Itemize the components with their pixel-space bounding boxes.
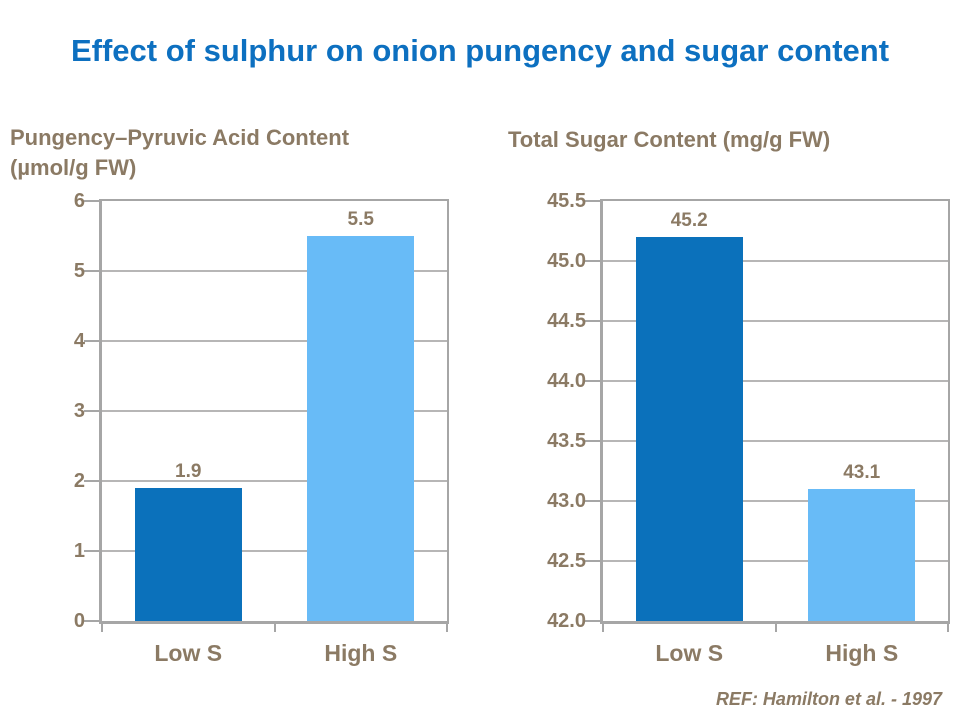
y-axis-tick [84,410,102,412]
x-axis-tick [101,624,103,632]
y-axis-tick [585,320,603,322]
y-axis-tick-label: 45.5 [547,190,586,212]
pungency-chart-title-line2: (µmol/g FW) [10,155,137,180]
slide-title: Effect of sulphur on onion pungency and … [70,33,890,68]
y-axis-tick-label: 45.0 [547,250,586,272]
y-axis-tick [84,270,102,272]
y-axis-tick [585,560,603,562]
bar-high-s [808,489,916,621]
sugar-chart-title: Total Sugar Content (mg/g FW) [508,127,831,152]
y-axis-tick-label: 43.0 [547,490,586,512]
y-axis-tick-label: 6 [73,190,85,212]
value-label-low-s: 1.9 [175,461,202,482]
y-axis-tick [84,200,102,202]
pungency-chart-plot-area: 6 5 4 3 2 1 0 1.9 Low S 5.5 High S [74,190,449,666]
y-axis-tick-label: 2 [73,470,85,492]
category-label-low-s: Low S [154,640,223,666]
bar-low-s [635,237,743,621]
y-axis-tick-label: 1 [73,540,85,562]
sugar-chart-plot-area: 45.5 45.0 44.5 44.0 43.5 43.0 42.5 42.0 45.2 Low … [547,190,950,666]
gridline [102,480,447,482]
category-label-low-s: Low S [655,640,724,666]
y-axis-tick-label: 43.5 [547,430,586,452]
pungency-chart-title: Pungency–Pyruvic Acid Content (µmol/g FW… [10,123,349,183]
value-label-low-s: 45.2 [670,210,708,231]
gridline [603,380,948,382]
y-axis-tick [84,480,102,482]
y-axis-tick [84,620,102,622]
gridline [603,320,948,322]
y-axis-tick-label: 44.0 [547,370,586,392]
category-label-high-s: High S [825,640,899,666]
gridline [102,550,447,552]
gridline [603,260,948,262]
y-axis-tick [585,380,603,382]
x-axis-tick [774,624,777,632]
y-axis-tick-label: 4 [73,330,85,352]
x-axis-tick [947,624,949,632]
value-label-high-s: 5.5 [347,209,374,231]
y-axis-tick-label: 44.5 [547,310,586,332]
x-axis-tick [602,624,604,632]
gridline [603,560,948,562]
y-axis-tick [585,500,603,502]
value-label-high-s: 43.1 [843,462,881,483]
y-axis-tick [84,340,102,342]
y-axis-tick-label: 42.5 [547,550,586,572]
pungency-chart-title-line1: Pungency–Pyruvic Acid Content [10,125,350,150]
gridline [603,500,948,502]
y-axis-tick [585,200,603,202]
x-axis-tick [273,624,276,632]
gridline [102,270,447,272]
reference-text: REF: Hamilton et al. - 1997 [715,689,942,709]
y-axis-tick-label: 3 [73,400,85,422]
category-label-high-s: High S [324,640,398,666]
y-axis-tick [585,440,603,442]
gridline [102,340,447,342]
y-axis-tick-label: 0 [73,610,85,632]
y-axis-tick [585,260,603,262]
y-axis-tick-label: 5 [73,260,85,282]
gridline [102,410,447,412]
gridline [603,440,948,442]
bar-high-s [307,236,415,621]
y-axis-tick [585,620,603,622]
y-axis-tick [84,550,102,552]
y-axis-tick-label: 42.0 [547,610,586,632]
x-axis-tick [446,624,448,632]
bar-low-s [134,488,242,621]
